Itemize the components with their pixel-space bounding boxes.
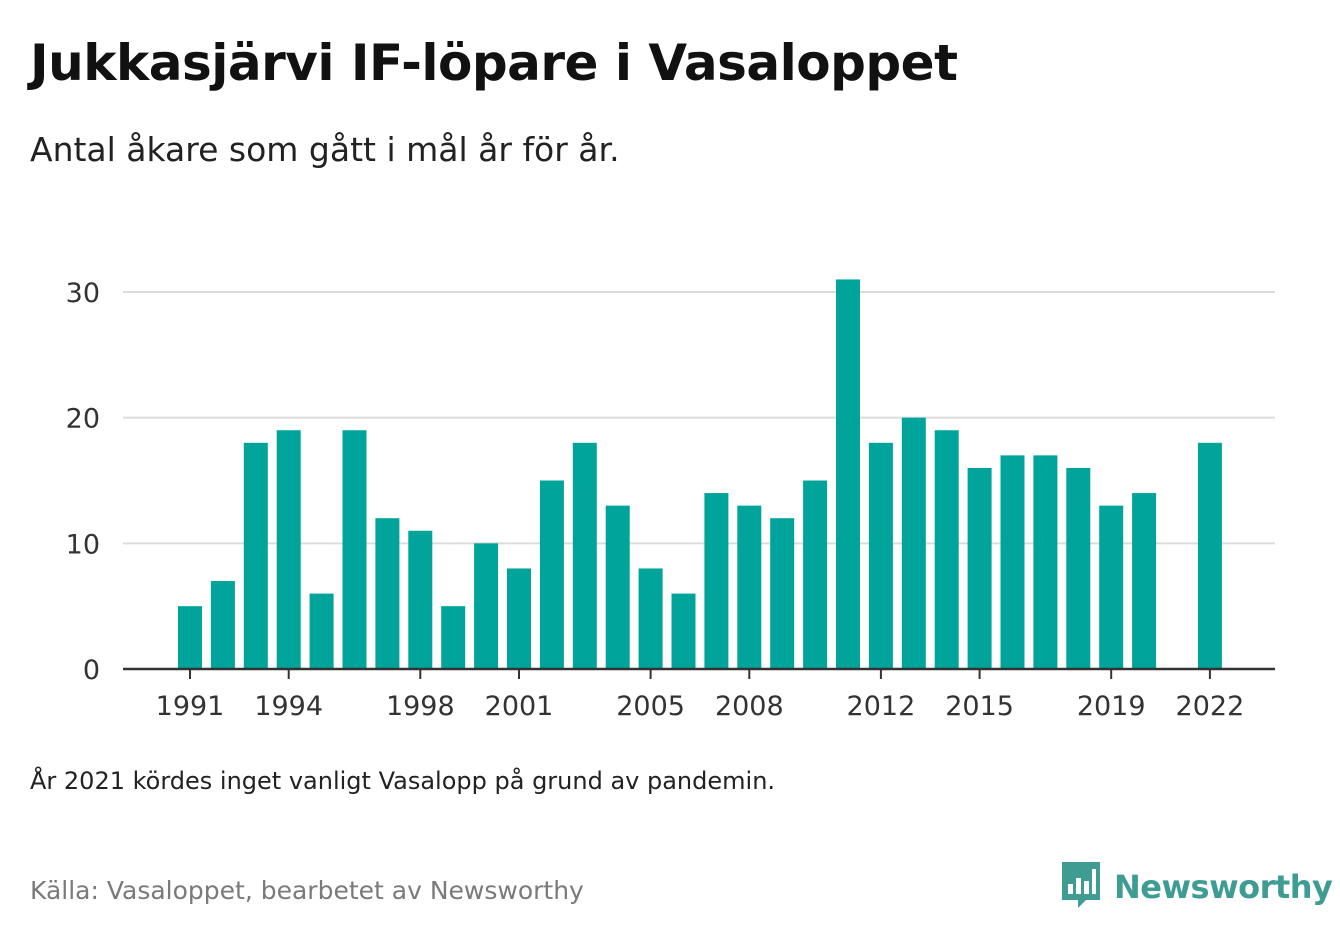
- newsworthy-logo: Newsworthy: [1060, 860, 1333, 914]
- bar-2019: [1099, 505, 1124, 669]
- y-tick-label: 20: [66, 404, 100, 435]
- bar-2013: [901, 417, 926, 669]
- y-tick-label: 0: [83, 655, 100, 686]
- x-tick-label: 1991: [156, 691, 225, 722]
- bar-2007: [704, 493, 729, 669]
- bar-1999: [441, 606, 466, 669]
- bar-2009: [770, 518, 795, 669]
- chart-title: Jukkasjärvi IF-löpare i Vasaloppet: [30, 34, 958, 92]
- x-tick-label: 2015: [945, 691, 1014, 722]
- x-tick-label: 2005: [616, 691, 685, 722]
- bar-2006: [671, 593, 696, 669]
- bar-2000: [474, 543, 499, 669]
- source-text: Källa: Vasaloppet, bearbetet av Newswort…: [30, 876, 584, 905]
- bar-1994: [276, 430, 301, 669]
- bar-1998: [408, 530, 433, 669]
- y-tick-label: 10: [66, 529, 100, 560]
- bar-2017: [1033, 455, 1058, 669]
- x-tick-label: 1998: [386, 691, 455, 722]
- chart-note: År 2021 kördes inget vanligt Vasalopp på…: [30, 767, 776, 795]
- bar-2003: [572, 442, 597, 669]
- bars: [178, 279, 1222, 669]
- x-axis-ticks: 1991 1994 1998 2001 2005 2008 2012 2015 2019 2022: [156, 669, 1245, 722]
- bar-2001: [507, 568, 531, 669]
- bar-chart: 0 10 20 30 1991 1994 1998 2001 2005 2008 2012 2015…: [66, 278, 1275, 722]
- bar-1992: [210, 581, 235, 669]
- bar-2010: [803, 480, 828, 669]
- bar-2016: [1000, 455, 1025, 669]
- bar-2018: [1066, 467, 1091, 669]
- bar-2020: [1132, 493, 1157, 669]
- chart-subtitle: Antal åkare som gått i mål år för år.: [30, 130, 620, 169]
- bar-2008: [737, 505, 762, 669]
- brand-name: Newsworthy: [1114, 868, 1333, 906]
- y-axis-ticks: 0 10 20 30: [66, 278, 100, 686]
- bar-1993: [243, 442, 268, 669]
- bar-2011: [836, 279, 860, 669]
- bar-2015: [967, 467, 992, 669]
- y-tick-label: 30: [66, 278, 100, 309]
- x-tick-label: 2019: [1077, 691, 1146, 722]
- bar-2022: [1197, 442, 1222, 669]
- bar-1995: [309, 593, 334, 669]
- bar-2005: [638, 568, 663, 669]
- bar-1996: [342, 430, 367, 669]
- x-tick-label: 2008: [715, 691, 784, 722]
- x-tick-label: 2012: [847, 691, 916, 722]
- bar-1997: [375, 518, 400, 669]
- bar-1991: [178, 606, 202, 669]
- bar-2004: [605, 505, 630, 669]
- bar-2002: [539, 480, 564, 669]
- bar-2014: [934, 430, 959, 669]
- x-tick-label: 2001: [485, 691, 554, 722]
- bar-chart-speech-bubble-icon: [1060, 860, 1102, 914]
- x-tick-label: 1994: [254, 691, 323, 722]
- x-tick-label: 2022: [1176, 691, 1245, 722]
- bar-2012: [868, 442, 893, 669]
